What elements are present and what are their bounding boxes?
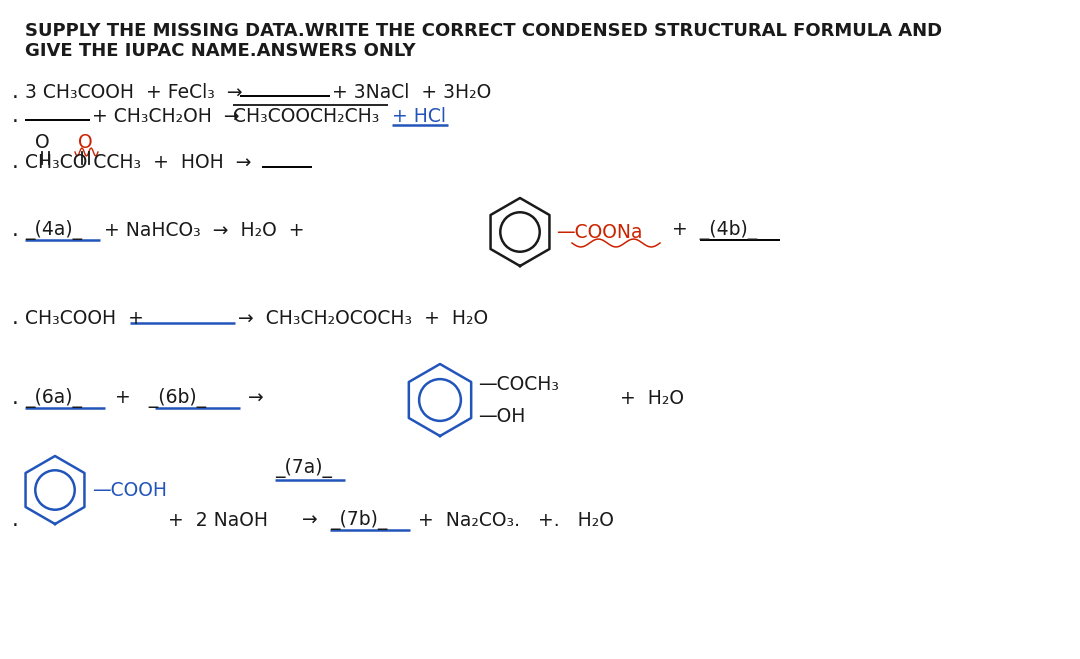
Text: →: → (302, 511, 318, 529)
Text: —OH: —OH (478, 407, 525, 426)
Text: .: . (12, 82, 18, 102)
Text: .: . (12, 510, 18, 530)
Text: _(7a)_: _(7a)_ (275, 458, 332, 478)
Text: SUPPLY THE MISSING DATA.WRITE THE CORRECT CONDENSED STRUCTURAL FORMULA AND: SUPPLY THE MISSING DATA.WRITE THE CORREC… (25, 22, 942, 40)
Text: +  2 NaOH: + 2 NaOH (168, 511, 268, 529)
Text: CH₃CO CCH₃  +  HOH  →: CH₃CO CCH₃ + HOH → (25, 152, 252, 171)
Text: —COONa: —COONa (556, 223, 643, 241)
Text: +  _(4b)_: + _(4b)_ (672, 220, 757, 240)
Text: + CH₃CH₂OH  →: + CH₃CH₂OH → (92, 107, 240, 125)
Text: →: → (248, 389, 264, 407)
Text: + NaHCO₃  →  H₂O  +: + NaHCO₃ → H₂O + (104, 221, 305, 239)
Text: →  CH₃CH₂OCOCH₃  +  H₂O: → CH₃CH₂OCOCH₃ + H₂O (238, 308, 488, 328)
Text: CH₃COOCH₂CH₃: CH₃COOCH₂CH₃ (233, 107, 379, 125)
Text: .: . (12, 220, 18, 240)
Text: +   _(6b)_: + _(6b)_ (114, 388, 206, 408)
Text: GIVE THE IUPAC NAME.ANSWERS ONLY: GIVE THE IUPAC NAME.ANSWERS ONLY (25, 42, 416, 60)
Text: O: O (35, 132, 50, 152)
Text: .: . (12, 308, 18, 328)
Text: +  Na₂CO₃.   +.   H₂O: + Na₂CO₃. +. H₂O (418, 511, 613, 529)
Text: .: . (12, 152, 18, 172)
Text: + HCl: + HCl (392, 107, 446, 125)
Text: .: . (12, 388, 18, 408)
Text: —COOH: —COOH (92, 480, 167, 500)
Text: _(6a)_: _(6a)_ (25, 388, 82, 408)
Text: +  H₂O: + H₂O (620, 389, 684, 407)
Text: 3 CH₃COOH  + FeCl₃  →: 3 CH₃COOH + FeCl₃ → (25, 82, 243, 101)
Text: —COCH₃: —COCH₃ (478, 374, 559, 393)
Text: CH₃COOH  +: CH₃COOH + (25, 308, 144, 328)
Text: + 3NaCl  + 3H₂O: + 3NaCl + 3H₂O (332, 82, 491, 101)
Text: _(7b)_: _(7b)_ (330, 510, 388, 530)
Text: .: . (12, 106, 18, 126)
Text: O: O (78, 132, 93, 152)
Text: _(4a)_: _(4a)_ (25, 220, 82, 240)
